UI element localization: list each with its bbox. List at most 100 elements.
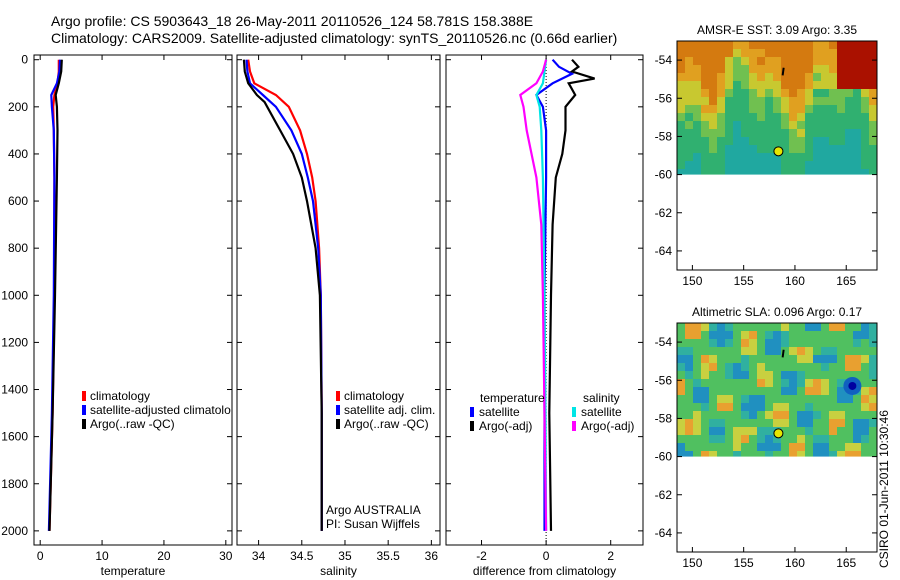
map-cell [677, 153, 685, 161]
map-cell [813, 161, 821, 169]
map-cell [693, 371, 701, 379]
map-cell [773, 451, 781, 457]
x-tick-label: 0 [37, 549, 44, 563]
map-title: AMSR-E SST: 3.09 Argo: 3.35 [697, 23, 857, 37]
map-cell [733, 65, 741, 73]
map-cell [805, 427, 813, 435]
legend-swatch [82, 391, 86, 401]
map-cell [821, 137, 829, 145]
map-cell [741, 145, 749, 153]
y-tick-label: 200 [8, 100, 28, 114]
map-cell [733, 97, 741, 105]
map-cell [757, 379, 765, 387]
series-line-temperature-argo-adj- [548, 58, 595, 531]
map-cell [789, 137, 797, 145]
map-cell [861, 65, 869, 73]
map-cell [733, 113, 741, 121]
map-cell [725, 411, 733, 419]
map-cell [765, 129, 773, 137]
map-cell [709, 419, 717, 427]
map-cell [685, 435, 693, 443]
map-cell [861, 73, 869, 81]
map-cell [869, 427, 877, 435]
map-cell [853, 129, 861, 137]
map-cell [797, 121, 805, 129]
map-cell [845, 153, 853, 161]
map-cell [741, 427, 749, 435]
map-cell [805, 89, 813, 97]
map-cell [709, 379, 717, 387]
map-cell [853, 427, 861, 435]
map-cell [829, 49, 837, 57]
map-cell [701, 81, 709, 89]
map-cell [693, 443, 701, 451]
map-cell [845, 427, 853, 435]
map-cell [781, 371, 789, 379]
map-cell [845, 97, 853, 105]
map-cell [773, 113, 781, 121]
map-cell [797, 105, 805, 113]
map-cell [677, 49, 685, 57]
map-cell [781, 57, 789, 65]
map-cell [717, 81, 725, 89]
map-cell [837, 339, 845, 347]
map-cell [717, 153, 725, 161]
map-cell [797, 451, 805, 457]
map-cell [869, 97, 877, 105]
map-cell [765, 145, 773, 153]
map-cell [765, 137, 773, 145]
map-cell [861, 363, 869, 371]
map-cell [845, 363, 853, 371]
map-cell [869, 451, 877, 457]
map-cell [869, 57, 877, 65]
map-cell [685, 169, 693, 175]
map-cell [789, 379, 797, 387]
map-cell [869, 395, 877, 403]
map-cell [829, 427, 837, 435]
map-cell [693, 113, 701, 121]
map-cell [773, 323, 781, 331]
map-cell [749, 169, 757, 175]
map-cell [813, 363, 821, 371]
map-cell [853, 403, 861, 411]
map-cell [829, 121, 837, 129]
map-cell [853, 41, 861, 49]
map-cell [869, 153, 877, 161]
map-cell [861, 355, 869, 363]
map-cell [869, 81, 877, 89]
map-cell [701, 161, 709, 169]
map-cell [773, 435, 781, 443]
map-cell [725, 169, 733, 175]
map-cell [805, 355, 813, 363]
y-tick-label: -62 [655, 206, 673, 220]
map-cell [701, 57, 709, 65]
map-cell [701, 113, 709, 121]
x-axis-label: salinity [320, 564, 357, 578]
map-cell [757, 121, 765, 129]
map-cell [853, 161, 861, 169]
map-cell [869, 387, 877, 395]
map-cell [773, 331, 781, 339]
map-cell [733, 427, 741, 435]
map-cell [685, 81, 693, 89]
map-cell [749, 395, 757, 403]
map-cell [693, 339, 701, 347]
map-cell [789, 105, 797, 113]
map-cell [701, 395, 709, 403]
map-cell [797, 81, 805, 89]
map-cell [701, 435, 709, 443]
map-cell [845, 105, 853, 113]
map-cell [677, 395, 685, 403]
map-cell [749, 331, 757, 339]
map-cell [829, 97, 837, 105]
map-cell [733, 49, 741, 57]
legend-swatch [82, 405, 86, 415]
map-cell [781, 339, 789, 347]
map-cell [805, 331, 813, 339]
map-cell [805, 137, 813, 145]
map-cell [789, 363, 797, 371]
map-cell [693, 169, 701, 175]
map-cell [757, 65, 765, 73]
map-cell [725, 419, 733, 427]
map-cell [757, 153, 765, 161]
